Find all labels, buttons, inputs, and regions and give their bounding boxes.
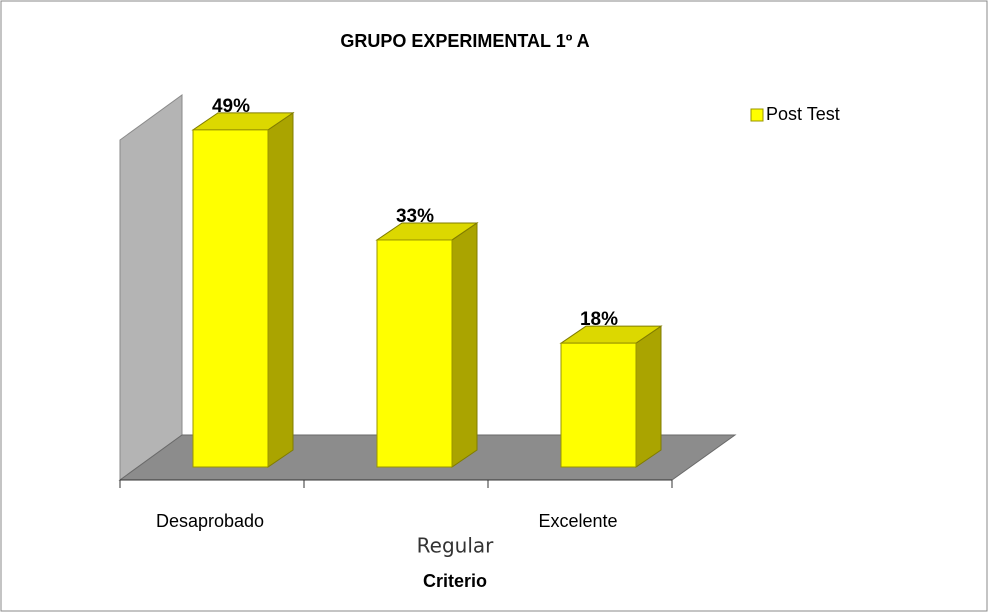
bar-side [267, 111, 294, 468]
bar [376, 239, 453, 468]
bar [192, 129, 269, 468]
legend-label: Post Test [766, 104, 840, 124]
chart-title: GRUPO EXPERIMENTAL 1º A [340, 31, 589, 51]
x-tick-label: Desaprobado [156, 511, 264, 531]
x-tick-label: Regular [417, 534, 494, 558]
bar [560, 342, 637, 468]
x-axis-title: Criterio [423, 571, 487, 591]
data-label: 49% [212, 96, 250, 117]
data-label: 33% [396, 206, 434, 227]
bar-side [451, 222, 478, 468]
back-wall [119, 94, 183, 481]
x-tick-label: Excelente [538, 511, 617, 531]
bar-side [635, 325, 662, 468]
legend-swatch [750, 108, 764, 122]
data-label: 18% [580, 309, 618, 330]
